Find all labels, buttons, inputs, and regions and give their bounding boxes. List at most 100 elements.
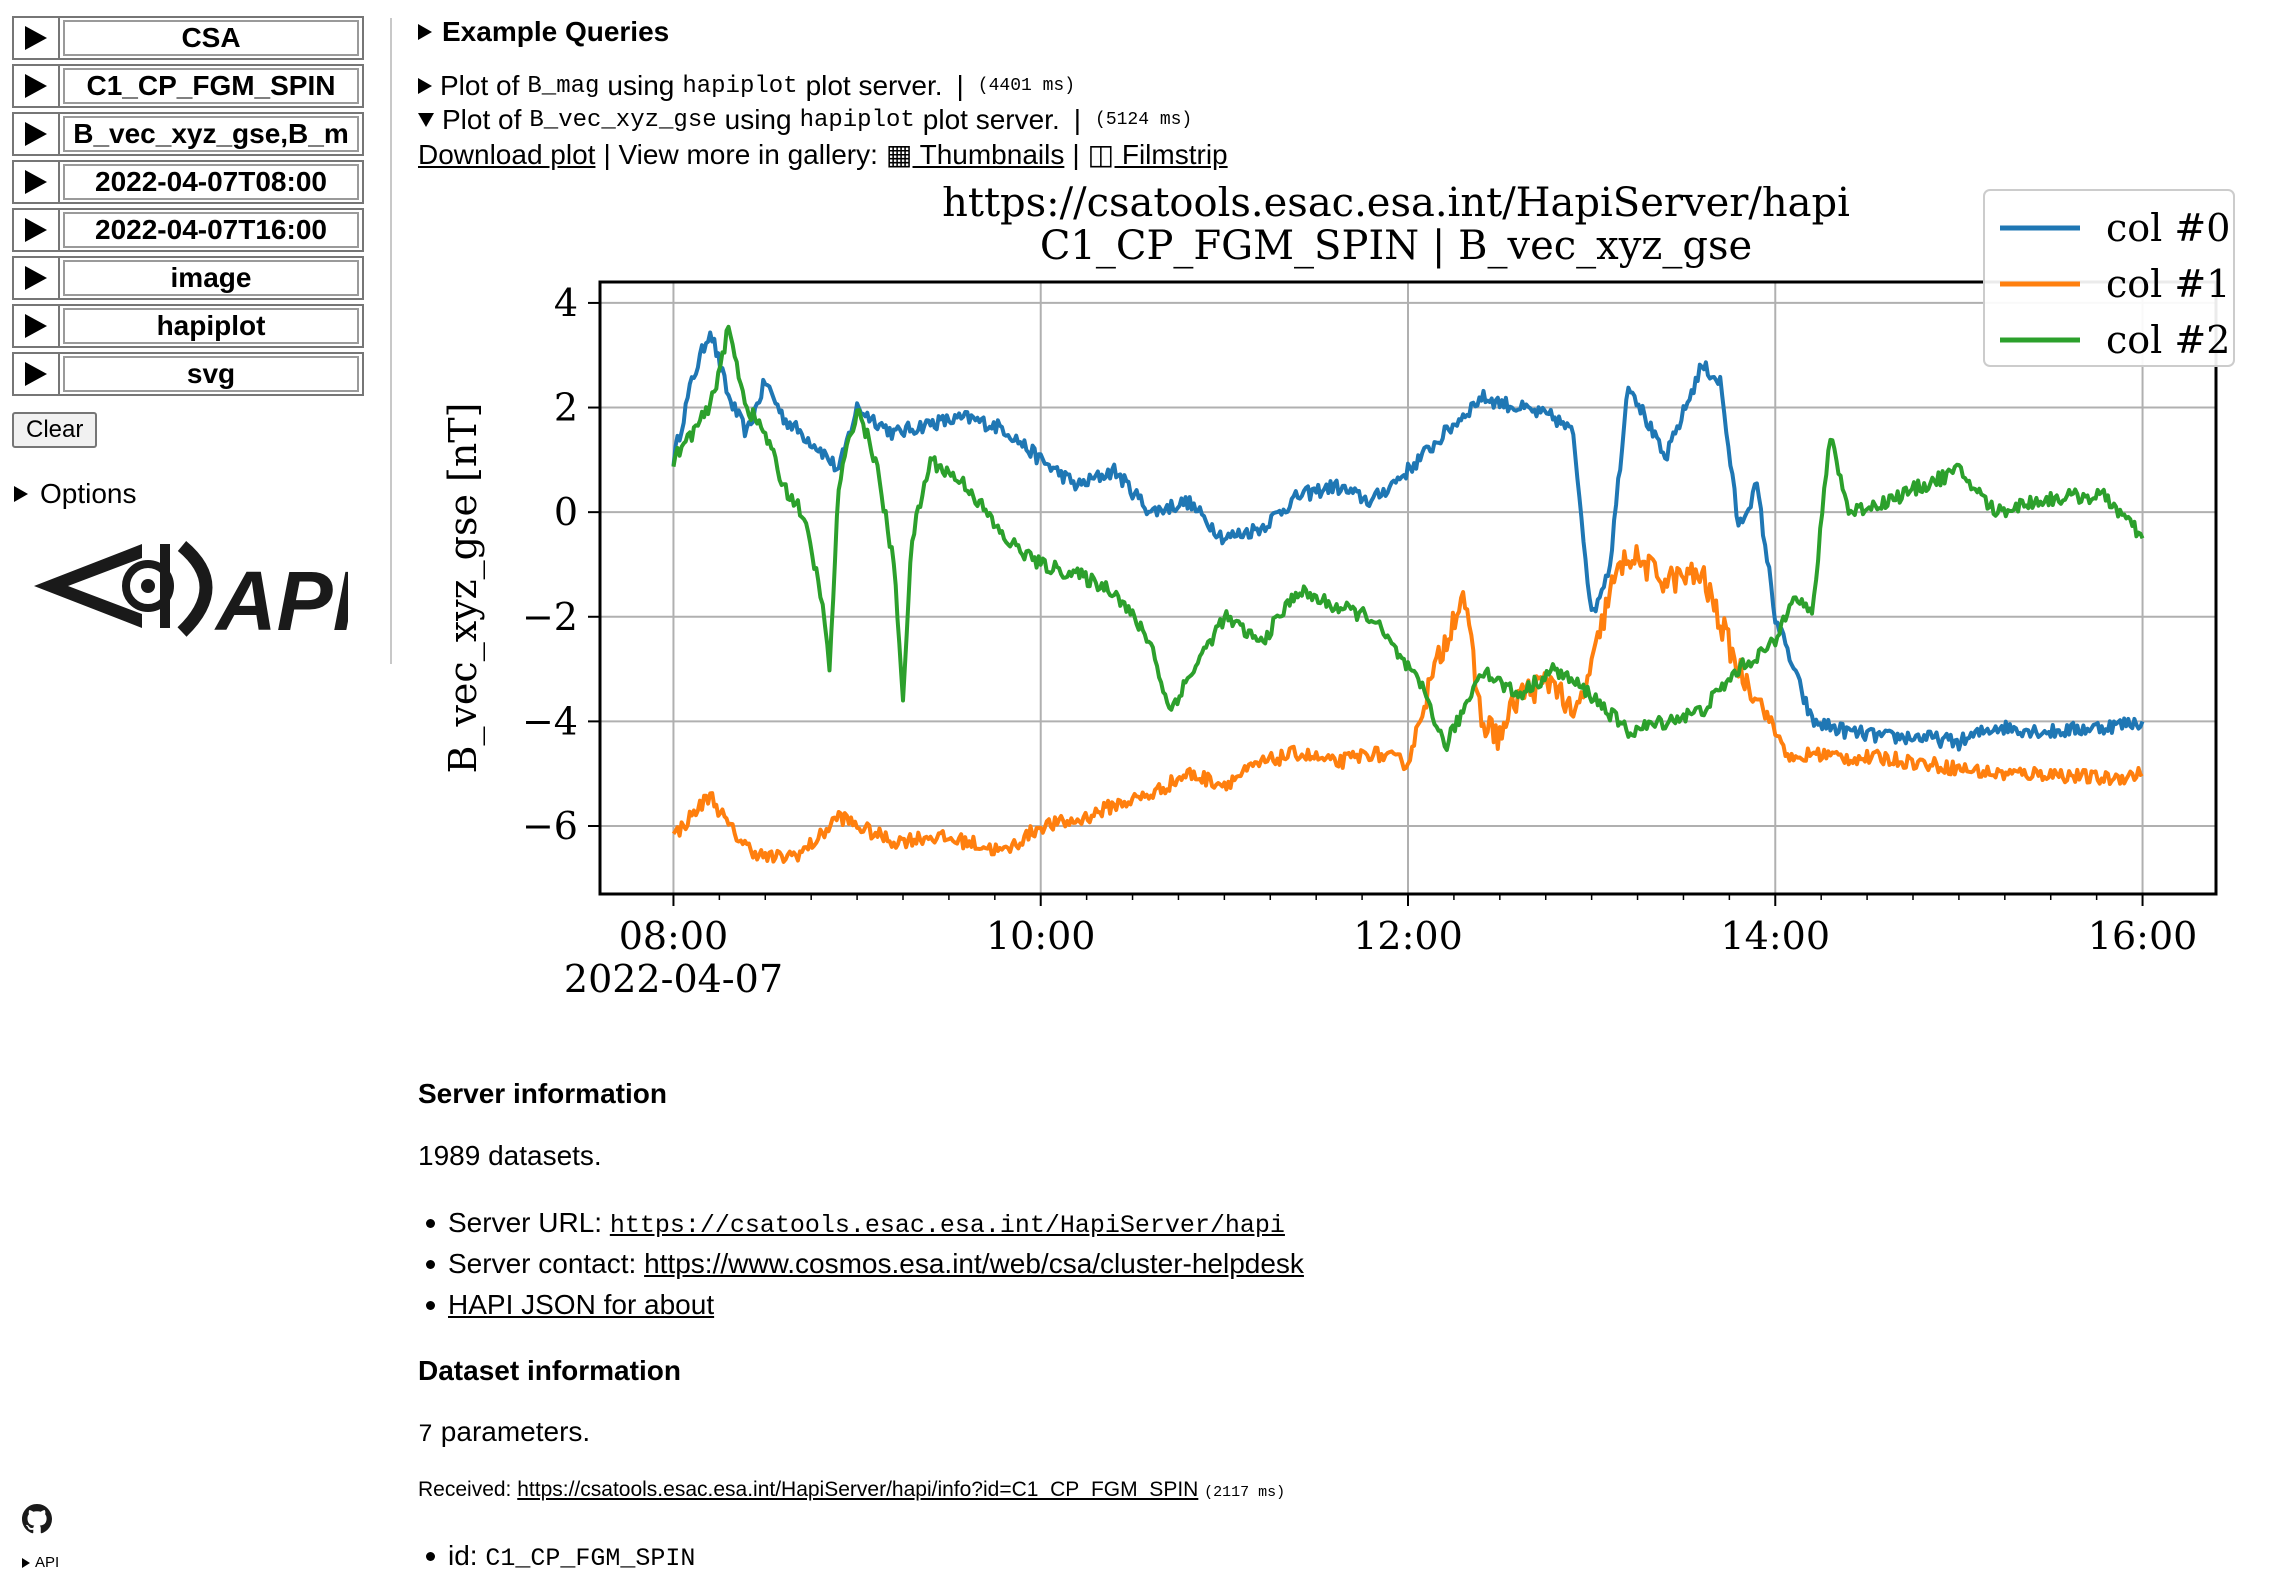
footer-api-label: API xyxy=(35,1554,60,1571)
y-tick-label: −4 xyxy=(522,699,578,743)
start-time-select[interactable]: 2022-04-07T08:00 xyxy=(12,160,364,206)
server-url-label: Server URL: xyxy=(448,1207,603,1238)
stop-time-select[interactable]: 2022-04-07T16:00 xyxy=(12,208,364,254)
chart-title: https://csatools.esac.esa.int/HapiServer… xyxy=(942,186,1850,226)
hapi-logo: API xyxy=(34,541,348,640)
plot-image: https://csatools.esac.esa.int/HapiServer… xyxy=(441,186,2235,1001)
plot-server-select[interactable]: hapiplot xyxy=(12,304,364,350)
options-toggle[interactable]: Options xyxy=(14,478,137,510)
select-value: C1_CP_FGM_SPIN xyxy=(63,68,359,104)
series-line-col-1 xyxy=(671,544,2144,864)
received-label: Received: xyxy=(418,1478,512,1501)
chart-subtitle: C1_CP_FGM_SPIN | B_vec_xyz_gse xyxy=(1040,223,1752,269)
y-tick-label: 0 xyxy=(554,490,578,534)
parameter-count-number: 7 xyxy=(418,1420,434,1449)
expand-arrow-icon[interactable] xyxy=(12,256,58,300)
dataset-count: 1989 datasets. xyxy=(418,1140,602,1171)
expand-arrow-icon xyxy=(418,78,432,94)
expand-arrow-icon xyxy=(14,486,28,502)
query-prefix: Plot of xyxy=(440,70,520,101)
expand-arrow-icon xyxy=(22,1557,30,1568)
dataset-id-label: id: xyxy=(448,1540,478,1571)
expand-arrow-icon[interactable] xyxy=(12,208,58,252)
query-mid: using xyxy=(607,70,675,101)
query-timing: (5124 ms) xyxy=(1095,110,1193,130)
select-value: hapiplot xyxy=(63,308,359,344)
link-separator: | xyxy=(1072,138,1080,170)
select-value: CSA xyxy=(63,20,359,56)
expand-arrow-icon[interactable] xyxy=(12,160,58,204)
example-queries-toggle[interactable]: Example Queries xyxy=(418,16,669,48)
server-select[interactable]: CSA xyxy=(12,16,364,62)
footer-api-toggle[interactable]: API xyxy=(22,1554,59,1571)
x-tick-label: 08:00 xyxy=(619,914,729,958)
select-input[interactable]: C1_CP_FGM_SPIN xyxy=(58,64,364,108)
select-input[interactable]: hapiplot xyxy=(58,304,364,348)
series-line-col-2 xyxy=(671,324,2145,752)
series-line-col-0 xyxy=(671,330,2145,752)
y-tick-label: −6 xyxy=(522,804,578,848)
server-info-heading: Server information xyxy=(418,1078,667,1109)
return-type-select[interactable]: image xyxy=(12,256,364,302)
x-date-label: 2022-04-07 xyxy=(564,957,783,1001)
query-suffix: plot server. xyxy=(922,104,1060,135)
y-tick-label: 2 xyxy=(554,386,578,430)
expand-arrow-icon[interactable] xyxy=(12,64,58,108)
query-separator: | xyxy=(1073,104,1082,135)
clear-button[interactable]: Clear xyxy=(12,412,98,448)
query-mid: using xyxy=(724,104,792,135)
expand-arrow-icon[interactable] xyxy=(12,304,58,348)
received-url-link[interactable]: https://csatools.esac.esa.int/HapiServer… xyxy=(517,1478,1199,1501)
server-url-link[interactable]: https://csatools.esac.esa.int/HapiServer… xyxy=(609,1211,1285,1240)
x-tick-label: 12:00 xyxy=(1353,914,1463,958)
gallery-prefix: | View more in gallery: xyxy=(603,138,878,170)
expand-arrow-icon[interactable] xyxy=(12,16,58,60)
filmstrip-link[interactable]: ◫ Filmstrip xyxy=(1087,139,1228,170)
hapi-logo-icon xyxy=(34,541,213,637)
hapi-json-link[interactable]: HAPI JSON for about xyxy=(448,1289,715,1320)
x-tick-label: 10:00 xyxy=(986,914,1096,958)
parameter-count-text: parameters. xyxy=(440,1416,591,1447)
query-timing: (4401 ms) xyxy=(977,76,1076,96)
query-prefix: Plot of xyxy=(442,104,522,135)
server-contact-link[interactable]: https://www.cosmos.esa.int/web/csa/clust… xyxy=(644,1248,1304,1279)
series-layer xyxy=(671,324,2145,864)
server-contact-label: Server contact: xyxy=(448,1248,637,1279)
select-input[interactable]: 2022-04-07T16:00 xyxy=(58,208,364,252)
select-value: B_vec_xyz_gse,B_m xyxy=(63,116,359,152)
grid xyxy=(600,282,2216,894)
dataset-info-heading: Dataset information xyxy=(418,1355,681,1386)
select-input[interactable]: B_vec_xyz_gse,B_m xyxy=(58,112,364,156)
dataset-info-list: id: C1_CP_FGM_SPIN xyxy=(418,1535,695,1576)
example-query-1[interactable]: Plot of B_mag using hapiplot plot server… xyxy=(418,70,1075,102)
legend-box xyxy=(1983,189,2235,367)
thumbnails-link[interactable]: ▦ Thumbnails xyxy=(885,139,1065,170)
select-input[interactable]: CSA xyxy=(58,16,364,60)
hapi-logo-text: API xyxy=(214,554,348,640)
parameters-select[interactable]: B_vec_xyz_gse,B_m xyxy=(12,112,364,158)
parameter-count: 7 parameters. xyxy=(418,1416,590,1449)
y-tick-label: −2 xyxy=(522,595,578,639)
x-tick-label: 16:00 xyxy=(2088,914,2198,958)
select-input[interactable]: svg xyxy=(58,352,364,396)
select-input[interactable]: image xyxy=(58,256,364,300)
received-timing: (2117 ms) xyxy=(1204,1484,1286,1501)
download-plot-link[interactable]: Download plot xyxy=(418,138,596,170)
expand-arrow-icon[interactable] xyxy=(12,112,58,156)
x-tick-label: 14:00 xyxy=(1721,914,1831,958)
expand-arrow-icon[interactable] xyxy=(12,352,58,396)
collapse-arrow-icon xyxy=(418,113,434,127)
select-value: image xyxy=(63,260,359,296)
select-input[interactable]: 2022-04-07T08:00 xyxy=(58,160,364,204)
legend-entry: col #0 xyxy=(2106,206,2230,250)
received-line: Received: https://csatools.esac.esa.int/… xyxy=(418,1478,1285,1502)
dataset-id-value: C1_CP_FGM_SPIN xyxy=(485,1544,696,1573)
format-select[interactable]: svg xyxy=(12,352,364,398)
github-icon[interactable] xyxy=(22,1504,52,1534)
query-param: B_vec_xyz_gse xyxy=(529,106,717,134)
dataset-select[interactable]: C1_CP_FGM_SPIN xyxy=(12,64,364,110)
plot-links: Download plot | View more in gallery: ▦ … xyxy=(418,138,1228,171)
axis-ticks: 08:00 10:00 12:00 14:00 16:00 4 2 0 −2 −4 −6 xyxy=(522,281,2197,958)
query-server: hapiplot xyxy=(682,72,798,100)
example-query-2[interactable]: Plot of B_vec_xyz_gse using hapiplot plo… xyxy=(418,104,1192,136)
